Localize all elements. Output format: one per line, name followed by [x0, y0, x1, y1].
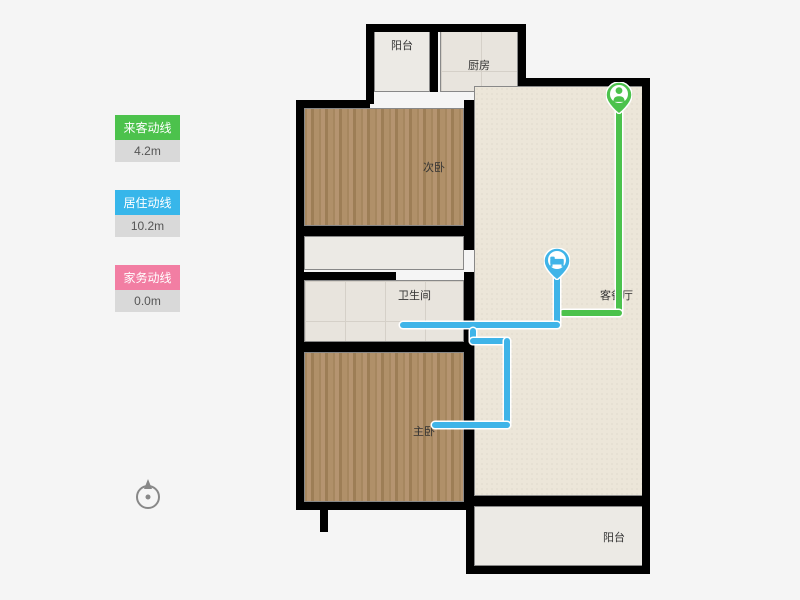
wall	[296, 342, 468, 352]
wall	[466, 496, 650, 506]
path-resident	[504, 338, 510, 428]
room-balcony-bottom: 阳台	[474, 506, 646, 566]
wall	[366, 24, 374, 104]
wall	[296, 100, 370, 108]
bed-icon	[548, 251, 566, 269]
room-bedroom2: 次卧	[304, 108, 464, 226]
compass-icon	[130, 475, 166, 511]
room-label: 阳台	[391, 37, 413, 53]
path-resident	[400, 322, 560, 328]
room-label: 次卧	[423, 159, 445, 175]
legend-item-resident: 居住动线 10.2m	[115, 190, 180, 237]
wall	[464, 272, 474, 504]
legend-value: 4.2m	[115, 140, 180, 162]
legend-item-guest: 来客动线 4.2m	[115, 115, 180, 162]
room-label: 厨房	[468, 57, 490, 73]
wall	[296, 100, 304, 510]
marker-guest	[606, 82, 632, 114]
room-label: 阳台	[603, 529, 625, 545]
legend: 来客动线 4.2m 居住动线 10.2m 家务动线 0.0m	[115, 115, 180, 340]
wall	[320, 510, 328, 532]
marker-resident	[544, 248, 570, 280]
wall	[296, 226, 468, 236]
legend-label: 居住动线	[115, 190, 180, 215]
legend-label: 来客动线	[115, 115, 180, 140]
legend-label: 家务动线	[115, 265, 180, 290]
wall	[466, 566, 650, 574]
wall	[430, 24, 438, 92]
room-bathroom: 卫生间	[304, 280, 464, 342]
path-guest	[560, 310, 622, 316]
wall	[366, 24, 526, 32]
legend-value: 0.0m	[115, 290, 180, 312]
room-hall	[304, 236, 464, 270]
wall	[518, 24, 526, 84]
room-label: 卫生间	[398, 287, 431, 303]
legend-value: 10.2m	[115, 215, 180, 237]
room-balcony-top: 阳台	[374, 30, 430, 92]
wall	[296, 502, 474, 510]
floor-plan: 阳台 厨房 次卧 卫生间 客餐厅 主卧 阳台	[290, 20, 660, 580]
room-kitchen: 厨房	[440, 30, 518, 92]
path-guest	[616, 106, 622, 316]
path-resident	[432, 422, 510, 428]
wall	[296, 272, 396, 280]
legend-item-chore: 家务动线 0.0m	[115, 265, 180, 312]
person-icon	[610, 85, 628, 103]
